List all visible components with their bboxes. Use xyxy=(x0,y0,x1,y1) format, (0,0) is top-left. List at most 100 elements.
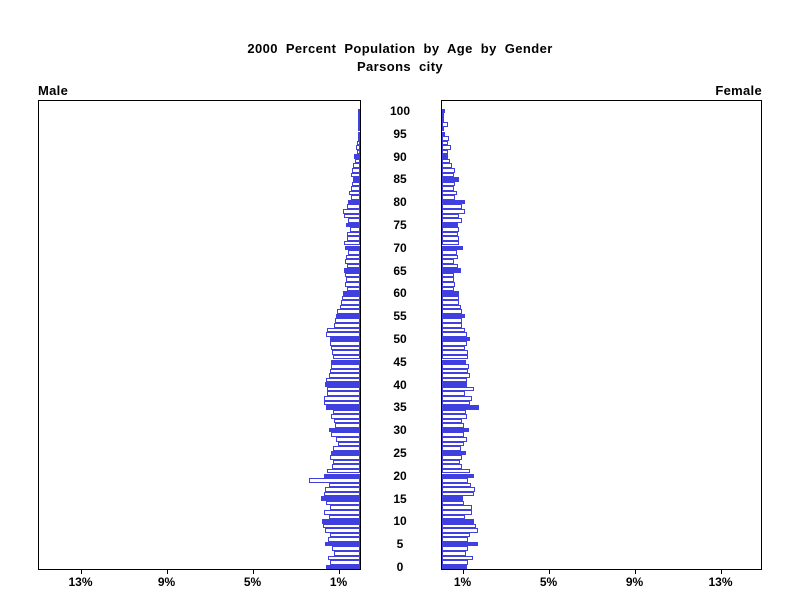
male-bar-age-67 xyxy=(344,259,360,264)
male-bar-age-62 xyxy=(345,281,360,287)
male-pct-tick-label-13: 13% xyxy=(68,575,93,589)
female-bar-age-52 xyxy=(442,327,465,333)
male-bar-age-10 xyxy=(321,519,360,524)
female-bar-age-45 xyxy=(442,359,466,365)
male-bar-age-7 xyxy=(330,532,360,538)
male-bar-age-28 xyxy=(335,437,360,442)
female-bar-age-17 xyxy=(442,487,476,492)
age-tick-label-30: 30 xyxy=(393,423,407,438)
male-bar-age-99 xyxy=(358,113,360,118)
male-bar-age-29 xyxy=(330,432,360,437)
female-bar-age-5 xyxy=(442,541,478,547)
female-bar-age-3 xyxy=(442,551,467,556)
female-bar-age-86 xyxy=(442,172,455,178)
female-pct-tick-label-13: 13% xyxy=(708,575,733,589)
male-bar-age-55 xyxy=(336,313,360,319)
male-bar-age-98 xyxy=(358,117,360,123)
male-bar-age-78 xyxy=(342,209,360,214)
female-bar-age-56 xyxy=(442,309,463,314)
female-bar-age-84 xyxy=(442,181,456,187)
male-bar-age-4 xyxy=(332,546,360,551)
male-bar-age-5 xyxy=(324,541,360,547)
female-bar-age-91 xyxy=(442,149,449,155)
male-bar-age-17 xyxy=(325,487,360,492)
male-bar-age-63 xyxy=(345,277,360,282)
female-pct-tick-label-5: 5% xyxy=(539,575,558,589)
female-bar-age-10 xyxy=(442,519,475,524)
male-side-label: Male xyxy=(38,83,69,98)
female-bar-age-82 xyxy=(442,190,457,196)
age-tick-label-95: 95 xyxy=(393,126,407,141)
female-bar-age-98 xyxy=(442,117,444,123)
male-bar-age-50 xyxy=(329,336,360,342)
male-bar-age-40 xyxy=(324,382,360,387)
male-bar-age-47 xyxy=(332,350,360,355)
female-bar-age-85 xyxy=(442,177,459,182)
male-bar-age-65 xyxy=(344,268,360,273)
male-bar-age-0 xyxy=(326,564,360,570)
female-side-label: Female xyxy=(715,83,762,98)
male-bar-age-41 xyxy=(326,377,360,383)
male-pct-tick-5 xyxy=(252,570,254,574)
male-pct-tick-13 xyxy=(80,570,82,574)
male-bar-age-14 xyxy=(325,500,360,506)
male-bar-age-80 xyxy=(347,199,360,205)
male-pct-tick-9 xyxy=(166,570,168,574)
male-panel xyxy=(38,100,361,570)
female-bar-age-28 xyxy=(442,437,468,442)
male-bar-age-27 xyxy=(337,441,360,447)
male-bar-age-11 xyxy=(328,514,360,520)
female-bar-age-42 xyxy=(442,373,470,378)
male-pct-tick-label-5: 5% xyxy=(243,575,262,589)
female-bar-age-96 xyxy=(442,126,445,132)
male-bar-age-44 xyxy=(331,364,360,369)
male-bar-age-71 xyxy=(344,240,360,246)
male-bar-age-96 xyxy=(358,126,360,132)
male-bar-age-21 xyxy=(326,468,360,474)
age-tick-label-20: 20 xyxy=(393,468,407,483)
female-bar-age-60 xyxy=(442,291,460,296)
male-bar-age-37 xyxy=(324,395,360,401)
female-bar-age-75 xyxy=(442,222,458,228)
female-bar-age-22 xyxy=(442,464,462,469)
male-bar-age-42 xyxy=(328,373,360,378)
male-bar-age-64 xyxy=(344,272,360,278)
female-bar-age-50 xyxy=(442,336,470,342)
female-bar-age-79 xyxy=(442,204,463,209)
male-bar-age-19 xyxy=(308,478,360,483)
female-bar-age-78 xyxy=(442,209,465,214)
chart-title-line2: Parsons city xyxy=(356,59,444,74)
female-bar-age-74 xyxy=(442,227,460,232)
female-bar-age-81 xyxy=(442,195,456,200)
age-tick-label-10: 10 xyxy=(393,514,407,529)
male-bar-age-43 xyxy=(330,368,360,374)
female-bar-age-26 xyxy=(442,446,462,451)
female-bar-age-35 xyxy=(442,405,479,410)
female-pct-tick-label-9: 9% xyxy=(625,575,644,589)
chart-title-line1: 2000 Percent Population by Age by Gender xyxy=(247,41,553,56)
female-bar-age-18 xyxy=(442,482,472,488)
female-bar-age-92 xyxy=(442,145,451,150)
female-bar-age-16 xyxy=(442,491,475,497)
male-bar-age-81 xyxy=(350,195,360,200)
female-bar-age-33 xyxy=(442,414,468,419)
female-bar-age-37 xyxy=(442,395,473,401)
male-bar-age-95 xyxy=(358,131,360,137)
male-bar-age-77 xyxy=(343,213,360,219)
age-tick-label-45: 45 xyxy=(393,354,407,369)
female-bar-age-77 xyxy=(442,213,460,219)
female-bar-age-88 xyxy=(442,163,452,168)
female-bar-age-21 xyxy=(442,468,470,474)
female-bar-age-71 xyxy=(442,240,459,246)
female-bar-age-47 xyxy=(442,350,469,355)
female-bar-age-34 xyxy=(442,409,466,415)
male-bar-age-51 xyxy=(326,332,360,337)
age-tick-label-40: 40 xyxy=(393,377,407,392)
female-bar-age-83 xyxy=(442,186,455,191)
female-bar-age-2 xyxy=(442,555,474,561)
female-bar-age-25 xyxy=(442,450,467,456)
male-bar-age-73 xyxy=(346,231,360,237)
male-bar-age-86 xyxy=(351,172,360,178)
female-bar-age-19 xyxy=(442,478,469,483)
